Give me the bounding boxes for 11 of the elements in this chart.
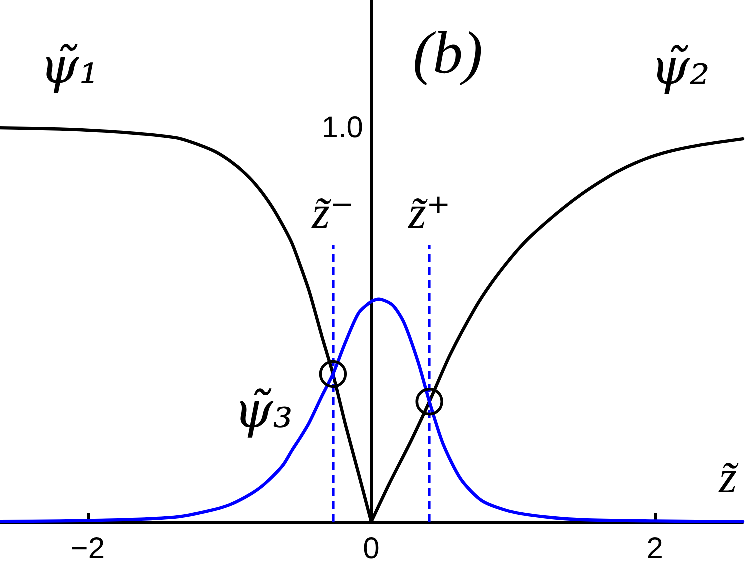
chart-title: (b) [413, 20, 483, 86]
ref-line-label: z̃⁻ [311, 186, 354, 238]
x-tick-label: −2 [70, 532, 106, 566]
x-axis-title: z̃ [718, 452, 740, 502]
annotation: 1.0 [322, 112, 364, 145]
series-label: ψ̃₂ [650, 38, 710, 96]
x-tick-label: 2 [646, 532, 664, 566]
series-label: ψ̃₁ [40, 37, 100, 96]
ref-line-label: z̃⁺ [408, 186, 451, 238]
series-label: ψ̃₃ [234, 382, 294, 440]
x-tick-label: 0 [363, 532, 380, 566]
